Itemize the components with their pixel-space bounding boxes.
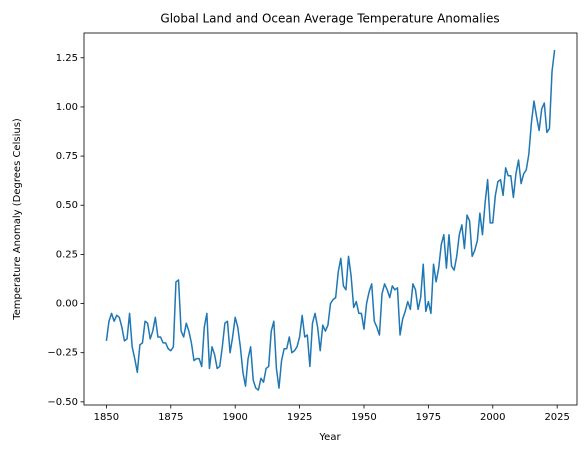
x-tick-label: 1900	[222, 412, 247, 423]
y-tick-label: 0.25	[56, 249, 78, 260]
y-tick-label: 0.00	[56, 299, 78, 310]
y-tick-label: −0.25	[47, 348, 78, 359]
y-axis-label: Temperature Anomaly (Degrees Celsius)	[12, 118, 23, 321]
x-tick-label: 1850	[94, 412, 119, 423]
chart-title: Global Land and Ocean Average Temperatur…	[160, 12, 499, 26]
line-series	[105, 49, 556, 391]
y-tick-label: 1.00	[56, 102, 78, 113]
plot-frame	[83, 32, 578, 406]
x-tick-label: 1975	[416, 412, 441, 423]
y-tick-label: 1.25	[56, 53, 78, 64]
x-tick-label: 1875	[158, 412, 183, 423]
x-tick-label: 1925	[287, 412, 312, 423]
y-tick-label: −0.50	[47, 397, 78, 408]
x-tick-label: 1950	[351, 412, 376, 423]
x-tick-label: 2025	[544, 412, 569, 423]
y-tick-label: 0.50	[56, 200, 78, 211]
x-tick-label: 2000	[480, 412, 505, 423]
y-tick-label: 0.75	[56, 151, 78, 162]
x-axis-label: Year	[318, 432, 341, 443]
